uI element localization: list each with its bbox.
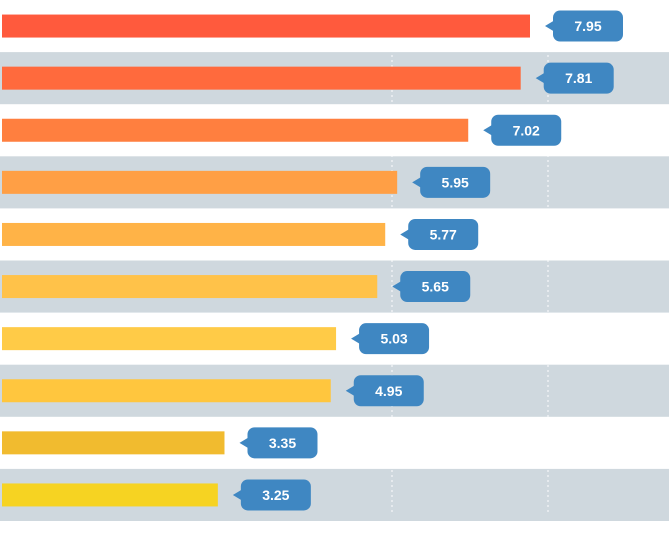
callout-box [420,166,491,198]
bar [2,222,386,246]
callout-box [240,479,311,511]
bar [2,483,218,507]
callout-pointer [535,72,546,85]
data-label: 7.81 [565,70,592,86]
bar [2,275,378,299]
data-label: 5.65 [422,279,449,295]
callout-box [553,10,623,42]
callout-pointer [345,384,356,397]
bar [2,431,225,455]
callout-pointer [400,228,411,241]
callout-box [408,218,479,250]
callout-pointer [239,436,250,449]
data-label: 5.77 [430,226,457,242]
callout-box [400,271,471,303]
callout-pointer [483,124,494,137]
callout-pointer [545,20,555,33]
callout-box [353,375,424,407]
data-label: 5.03 [380,331,407,347]
callout-pointer [392,280,403,293]
callout-pointer [412,176,423,189]
data-label: 3.25 [262,487,289,503]
bar [2,14,530,38]
data-label: 3.35 [269,435,296,451]
callout-pointer [351,332,362,345]
callout-box [247,427,318,459]
callout-box [543,62,614,94]
callout-pointer [232,488,243,501]
bar [2,66,521,90]
callout-box [491,114,562,146]
callout-box [359,323,430,355]
bar [2,327,337,351]
data-label: 4.95 [375,383,402,399]
bar [2,170,398,194]
bar [2,118,469,142]
data-label: 7.95 [574,18,601,34]
data-label: 5.95 [442,174,469,190]
data-label: 7.02 [513,122,540,138]
bar [2,379,331,403]
